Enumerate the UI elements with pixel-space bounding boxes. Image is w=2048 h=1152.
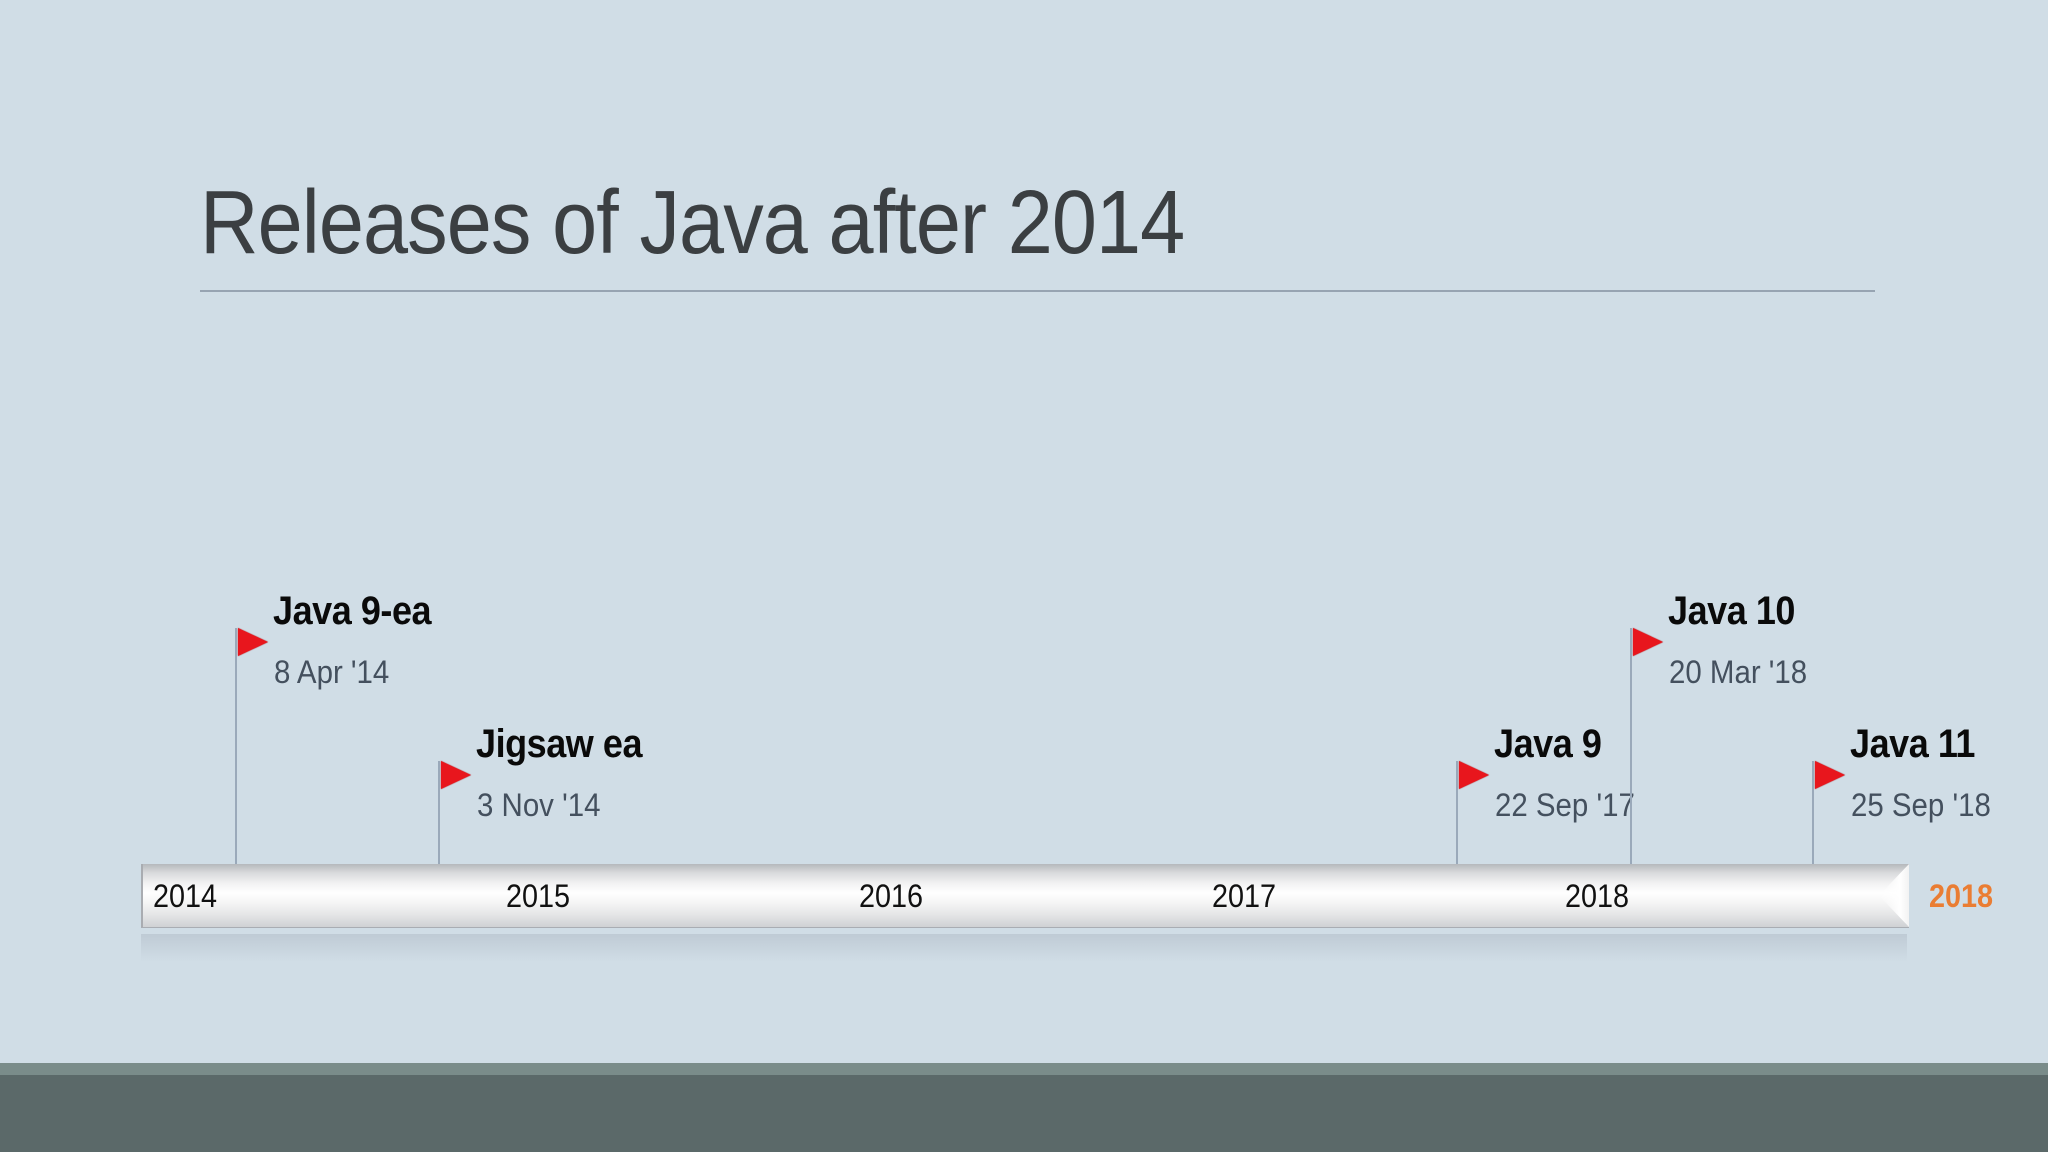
year-tick-2017: 2017	[1212, 878, 1277, 914]
flag-icon	[1815, 761, 1845, 789]
milestone-pole	[438, 761, 440, 864]
milestone-date: 20 Mar '18	[1669, 654, 1808, 690]
milestone-pole	[235, 628, 237, 864]
footer-accent-strip	[0, 1063, 2048, 1075]
slide-title: Releases of Java after 2014	[200, 173, 1185, 273]
title-divider	[200, 290, 1875, 292]
milestone-pole	[1812, 761, 1814, 864]
timeline-bar-end-cap	[1879, 864, 1909, 927]
footer-band	[0, 1075, 2048, 1152]
milestone-pole	[1456, 761, 1458, 864]
milestone-date: 25 Sep '18	[1851, 787, 1991, 823]
flag-icon	[238, 628, 268, 656]
timeline-bar-reflection	[141, 934, 1907, 962]
timeline-end-year: 2018	[1929, 878, 1994, 914]
milestone-date: 3 Nov '14	[477, 787, 601, 823]
flag-icon	[1633, 628, 1663, 656]
milestone-date: 8 Apr '14	[274, 654, 390, 690]
year-tick-2018: 2018	[1565, 878, 1630, 914]
milestone-title: Jigsaw ea	[476, 722, 643, 766]
milestone-title: Java 9-ea	[273, 589, 432, 633]
year-tick-2014: 2014	[153, 878, 218, 914]
milestone-pole	[1630, 628, 1632, 864]
year-tick-2015: 2015	[506, 878, 571, 914]
milestone-title: Java 9	[1494, 722, 1602, 766]
flag-icon	[1459, 761, 1489, 789]
milestone-title: Java 10	[1668, 589, 1795, 633]
year-tick-2016: 2016	[859, 878, 924, 914]
milestone-title: Java 11	[1850, 722, 1976, 766]
flag-icon	[441, 761, 471, 789]
milestone-date: 22 Sep '17	[1495, 787, 1635, 823]
timeline-bar	[141, 864, 1909, 927]
